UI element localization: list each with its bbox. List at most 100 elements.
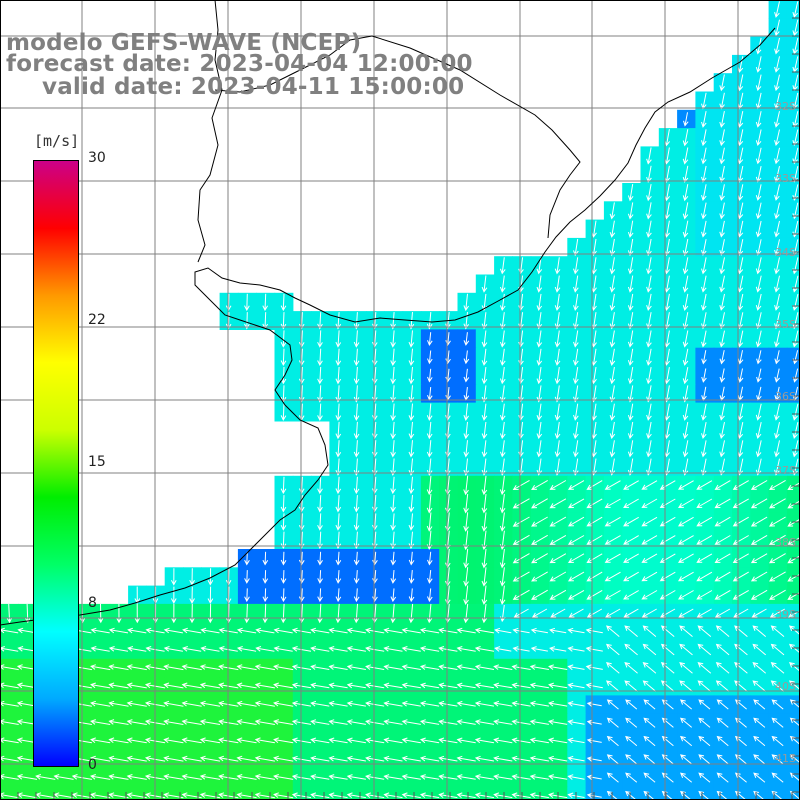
wind-arrow — [701, 184, 707, 202]
wind-arrow — [35, 774, 56, 780]
wind-arrow — [646, 348, 652, 366]
wind-arrow — [623, 590, 639, 600]
wind-arrow — [792, 312, 799, 330]
wind-arrow — [481, 403, 488, 421]
wind-arrow — [481, 585, 488, 605]
wind-arrow — [682, 220, 689, 238]
wind-arrow — [641, 608, 657, 618]
wind-arrow — [236, 774, 257, 780]
wind-arrow — [108, 700, 129, 707]
wind-arrow — [624, 680, 638, 692]
wind-arrow — [586, 516, 603, 527]
wind-arrow — [262, 603, 269, 624]
wind-arrow — [280, 603, 287, 624]
wind-arrow — [218, 682, 239, 689]
wind-arrow — [755, 421, 762, 440]
wind-arrow — [170, 568, 177, 586]
wind-arrow — [218, 700, 239, 707]
wind-arrow — [715, 643, 730, 656]
wind-arrow — [606, 735, 619, 747]
wind-arrow — [401, 774, 421, 780]
wind-arrow — [353, 330, 360, 348]
wind-arrow — [627, 202, 634, 220]
wind-arrow — [573, 403, 579, 421]
wind-arrow — [481, 494, 488, 514]
wind-arrow — [627, 257, 634, 275]
wind-arrow — [346, 737, 366, 744]
wind-arrow — [419, 774, 440, 780]
wind-arrow — [604, 498, 621, 509]
wind-arrow — [474, 792, 495, 799]
wind-arrow — [586, 701, 602, 707]
wind-arrow — [536, 275, 543, 293]
wind-arrow — [463, 440, 470, 458]
wind-arrow — [627, 293, 634, 312]
wind-arrow — [90, 719, 111, 725]
wind-arrow — [199, 664, 221, 671]
wind-arrow — [90, 646, 110, 652]
wind-arrow — [511, 755, 531, 762]
wind-arrow — [163, 646, 183, 652]
wind-arrow — [554, 385, 561, 403]
wind-arrow — [463, 493, 469, 514]
wind-arrow — [719, 275, 725, 293]
wind-arrow — [108, 627, 129, 634]
wind-cell — [603, 786, 623, 804]
wind-arrow — [390, 312, 396, 330]
wind-arrow — [426, 603, 433, 624]
wind-arrow — [755, 293, 762, 311]
wind-arrow — [737, 74, 744, 92]
wind-arrow — [262, 551, 269, 566]
wind-arrow — [623, 571, 639, 582]
wind-arrow — [679, 735, 693, 747]
wind-arrow — [771, 717, 784, 728]
wind-arrow — [244, 293, 250, 312]
wind-arrow — [625, 772, 638, 783]
wind-arrow — [549, 646, 567, 652]
wind-arrow — [499, 567, 506, 587]
wind-arrow — [298, 551, 305, 566]
wind-arrow — [646, 367, 652, 385]
wind-arrow — [609, 403, 616, 421]
wind-arrow — [438, 627, 458, 634]
wind-arrow — [408, 603, 415, 624]
wind-arrow — [456, 719, 476, 725]
wind-arrow — [254, 700, 275, 707]
wind-arrow — [554, 312, 561, 330]
wind-arrow — [769, 608, 786, 618]
wind-arrow — [716, 699, 729, 710]
wind-arrow — [536, 293, 543, 312]
wind-arrow — [678, 590, 694, 600]
wind-arrow — [737, 239, 744, 256]
wind-arrow — [90, 700, 111, 707]
wind-arrow — [244, 312, 250, 330]
border-line — [214, 35, 373, 93]
wind-arrow — [643, 717, 656, 728]
wind-arrow — [317, 513, 323, 531]
legend-tick-30: 30 — [88, 150, 106, 166]
wind-arrow — [254, 682, 275, 689]
wind-arrow — [624, 625, 638, 637]
wind-arrow — [682, 293, 689, 312]
wind-arrow — [207, 586, 214, 604]
wind-arrow — [408, 348, 415, 367]
wind-arrow — [456, 755, 476, 762]
wind-arrow — [568, 608, 584, 618]
wind-arrow — [755, 458, 762, 476]
wind-arrow — [90, 755, 111, 762]
wind-arrow — [586, 756, 602, 762]
wind-arrow — [291, 774, 312, 780]
wind-arrow — [0, 792, 19, 799]
wind-arrow — [456, 792, 476, 799]
wind-arrow — [789, 643, 800, 654]
wind-arrow — [609, 385, 616, 403]
wind-arrow — [750, 553, 768, 564]
wind-arrow — [624, 643, 638, 656]
wind-arrow — [750, 534, 768, 545]
wind-arrow — [536, 458, 543, 476]
wind-arrow — [606, 699, 619, 710]
wind-arrow — [0, 755, 19, 762]
wind-arrow — [642, 643, 657, 656]
wind-arrow — [625, 735, 638, 747]
wind-arrow — [696, 535, 713, 545]
